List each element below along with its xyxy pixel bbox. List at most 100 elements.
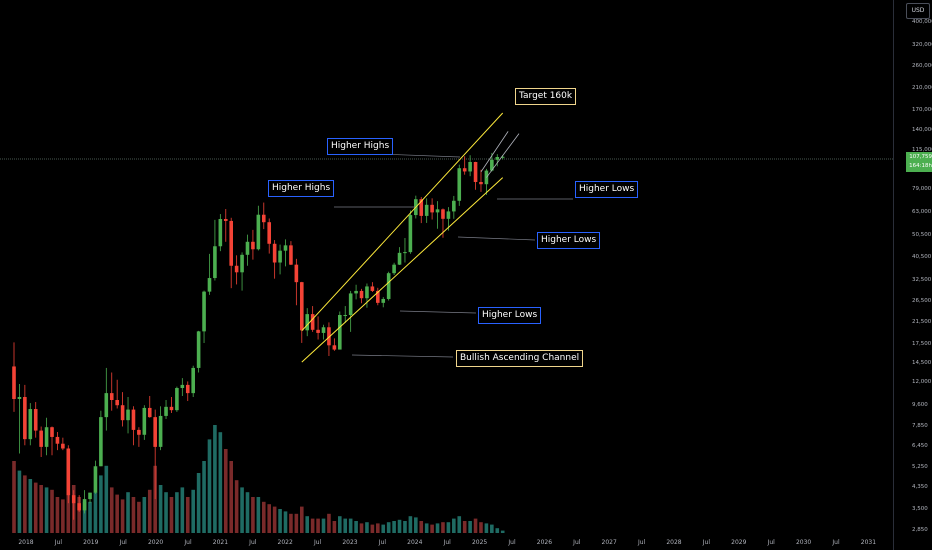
current-price-value: 107,759	[909, 154, 932, 160]
candle-body	[338, 314, 342, 350]
candle	[71, 490, 76, 520]
volume-bar	[142, 497, 147, 533]
candle-body	[93, 466, 98, 493]
price-tick-label: 40,500	[912, 254, 932, 261]
price-tick-label: 2,850	[912, 527, 928, 533]
label-pointer-line	[457, 236, 536, 241]
time-axis-label: Jul	[378, 539, 387, 546]
price-tick-label: 4,350	[912, 483, 928, 490]
candle-body	[39, 430, 43, 447]
volume-bars	[12, 425, 505, 533]
volume-bar	[386, 522, 391, 533]
volume-bar	[289, 513, 293, 533]
candle-body	[82, 499, 87, 511]
candle	[354, 284, 358, 300]
higher-lows-label-bottom[interactable]: Higher Lows	[478, 307, 542, 324]
channel-upper-line[interactable]	[301, 112, 504, 332]
volume-bar	[419, 521, 424, 533]
candle-body	[457, 168, 462, 201]
candle	[61, 437, 65, 451]
channel-label[interactable]: Bullish Ascending Channel	[456, 350, 584, 367]
candle	[44, 417, 49, 456]
candle-body	[202, 291, 206, 332]
candle	[240, 252, 244, 291]
volume-bar	[452, 518, 456, 533]
channel-lower-line[interactable]	[301, 177, 504, 363]
volume-bar	[12, 461, 16, 533]
candle-body	[332, 345, 337, 350]
candle-body	[185, 384, 190, 394]
candle	[305, 308, 310, 337]
candle-body	[191, 367, 195, 394]
label-pointer-line	[399, 310, 477, 314]
candle	[23, 384, 27, 446]
higher-highs-label-upper[interactable]: Higher Highs	[327, 138, 394, 155]
candle-body	[278, 250, 282, 263]
candle-body	[251, 241, 255, 250]
candle	[175, 386, 179, 412]
volume-bar	[234, 480, 239, 533]
price-tick-label: 210,000	[912, 85, 932, 92]
candle-body	[213, 246, 217, 279]
candle	[39, 426, 43, 457]
candle-body	[495, 157, 500, 160]
candle-body	[462, 168, 467, 172]
candle	[66, 445, 71, 504]
candle-body	[12, 366, 16, 399]
price-tick-label: 5,250	[912, 464, 928, 471]
candle	[180, 378, 185, 397]
candle-body	[419, 199, 424, 216]
candle-body	[153, 417, 157, 447]
projection-line[interactable]	[486, 133, 520, 178]
candle	[468, 155, 472, 177]
higher-lows-label-top[interactable]: Higher Lows	[575, 181, 639, 198]
candle-body	[479, 181, 483, 185]
volume-bar	[104, 465, 109, 533]
volume-bar	[153, 465, 157, 533]
time-axis-label: Jul	[767, 539, 776, 546]
candle-body	[44, 427, 49, 447]
candle	[430, 198, 434, 220]
candle-body	[207, 278, 212, 292]
candle	[82, 490, 87, 514]
price-tick-label: 140,000	[912, 126, 932, 133]
candle	[403, 237, 407, 263]
volume-bar	[99, 475, 103, 533]
candle	[147, 396, 152, 418]
time-axis-label: 2027	[602, 539, 617, 546]
volume-bar	[267, 504, 272, 533]
candle-body	[164, 406, 168, 416]
candle-body	[348, 293, 353, 315]
price-tick-label: 7,850	[912, 422, 928, 429]
candle-body	[327, 327, 331, 346]
candle-body	[289, 245, 293, 265]
higher-lows-label-middle[interactable]: Higher Lows	[537, 232, 601, 249]
candle-body	[359, 290, 364, 299]
candle	[376, 287, 380, 306]
volume-bar	[191, 489, 195, 533]
projection-line[interactable]	[480, 131, 509, 173]
volume-bar	[82, 501, 87, 533]
candle	[229, 217, 233, 289]
volume-bar	[397, 519, 402, 533]
volume-bar	[109, 487, 114, 533]
higher-highs-label-lower[interactable]: Higher Highs	[268, 180, 335, 197]
volume-bar	[115, 494, 119, 533]
candle	[213, 219, 217, 281]
price-scale[interactable]: 400,000 320,000 260,000 210,000 170,000 140,0…	[893, 0, 932, 550]
label-pointer-line	[351, 354, 454, 358]
target-label[interactable]: Target 160k	[515, 88, 577, 105]
time-axis-label: 2022	[278, 539, 293, 546]
time-axis-label: Jul	[54, 539, 63, 546]
price-tick-label: 6,450	[912, 443, 928, 450]
time-axis: 2018 Jul 2019 Jul 2020 Jul 2021 Jul 2022 Jul 2023 J…	[18, 539, 904, 546]
candle	[104, 367, 109, 431]
candle	[343, 306, 348, 323]
volume-bar	[327, 513, 331, 533]
candle	[272, 240, 277, 279]
currency-badge[interactable]: USD	[906, 3, 930, 19]
volume-bar	[500, 530, 505, 533]
candle-body	[115, 400, 119, 406]
candle	[142, 405, 147, 440]
